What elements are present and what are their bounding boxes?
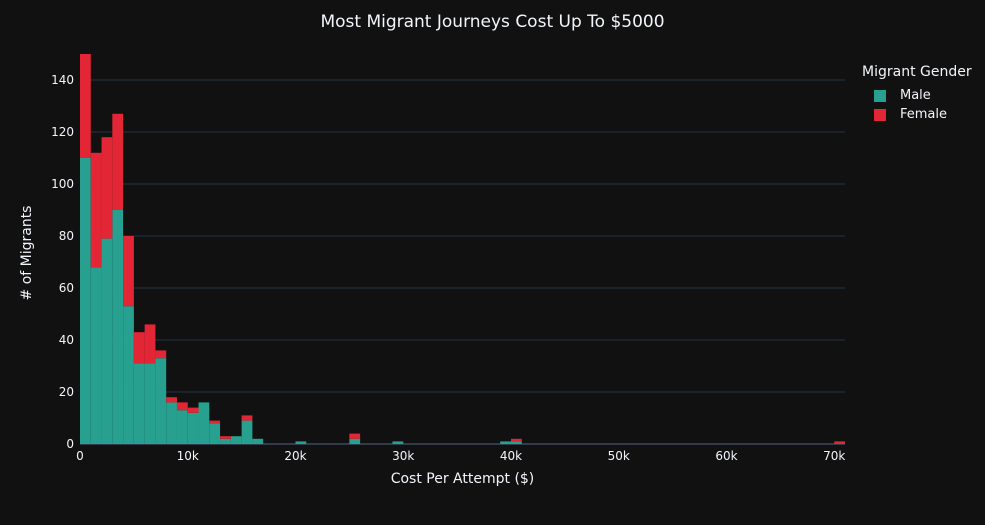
bar-male: [209, 423, 221, 444]
bar-female: [90, 152, 102, 268]
legend-label-female: Female: [900, 107, 948, 122]
bar-female: [241, 415, 253, 421]
bar-female: [220, 436, 231, 439]
bar-male: [500, 441, 511, 444]
y-tick-label: 80: [59, 229, 74, 243]
bar-female: [166, 397, 177, 403]
bar-female: [155, 350, 167, 359]
bar-male: [101, 238, 113, 444]
y-tick-label: 60: [59, 281, 74, 295]
bar-female: [176, 402, 188, 411]
x-axis-label: Cost Per Attempt ($): [390, 471, 535, 487]
x-tick-label: 50k: [608, 449, 630, 463]
bar-male: [123, 306, 134, 444]
legend-title: Migrant Gender: [862, 64, 972, 80]
y-tick-label: 140: [51, 73, 74, 87]
bar-male: [392, 441, 404, 444]
y-tick-label: 20: [59, 385, 74, 399]
bar-male: [252, 438, 264, 444]
bar-male: [133, 363, 145, 444]
bar-male: [295, 441, 307, 444]
chart-title: Most Migrant Journeys Cost Up To $5000: [320, 12, 665, 32]
bar-female: [834, 441, 845, 444]
legend-item-female[interactable]: Female: [862, 105, 972, 124]
bar-female: [349, 433, 361, 439]
x-tick-label: 70k: [823, 449, 845, 463]
legend-item-male[interactable]: Male: [862, 86, 972, 105]
legend-swatch-male: [874, 89, 886, 102]
bar-male: [187, 412, 199, 444]
bar-female: [112, 113, 124, 210]
bar-male: [176, 410, 188, 444]
legend: Migrant Gender Male Female: [862, 64, 972, 124]
bar-female: [187, 407, 199, 413]
y-tick-label: 0: [66, 437, 74, 451]
bar-male: [166, 402, 177, 444]
y-axis-label: # of Migrants: [19, 205, 35, 301]
x-tick-label: 20k: [284, 449, 306, 463]
x-tick-label: 30k: [392, 449, 414, 463]
bar-male: [80, 158, 91, 444]
bar-male: [220, 438, 231, 444]
y-tick-label: 40: [59, 333, 74, 347]
bar-female: [101, 137, 113, 239]
bar-male: [510, 441, 522, 444]
bar-male: [90, 267, 102, 444]
x-tick-label: 40k: [500, 449, 522, 463]
legend-swatch-female: [874, 108, 886, 121]
bar-male: [198, 402, 210, 444]
bar-female: [80, 54, 91, 158]
x-tick-label: 60k: [715, 449, 737, 463]
x-tick-label: 0: [76, 449, 84, 463]
bar-male: [349, 438, 361, 444]
bar-female: [123, 236, 134, 307]
y-tick-label: 120: [51, 125, 74, 139]
bar-male: [144, 363, 156, 444]
x-tick-label: 10k: [177, 449, 199, 463]
bar-female: [133, 332, 145, 364]
bar-male: [155, 358, 167, 444]
legend-label-male: Male: [900, 88, 931, 103]
y-tick-label: 100: [51, 177, 74, 191]
bar-male: [112, 210, 124, 444]
bar-female: [209, 420, 221, 424]
bar-male: [241, 420, 253, 444]
bar-female: [510, 438, 522, 442]
bar-male: [230, 436, 242, 444]
bar-female: [144, 324, 156, 364]
